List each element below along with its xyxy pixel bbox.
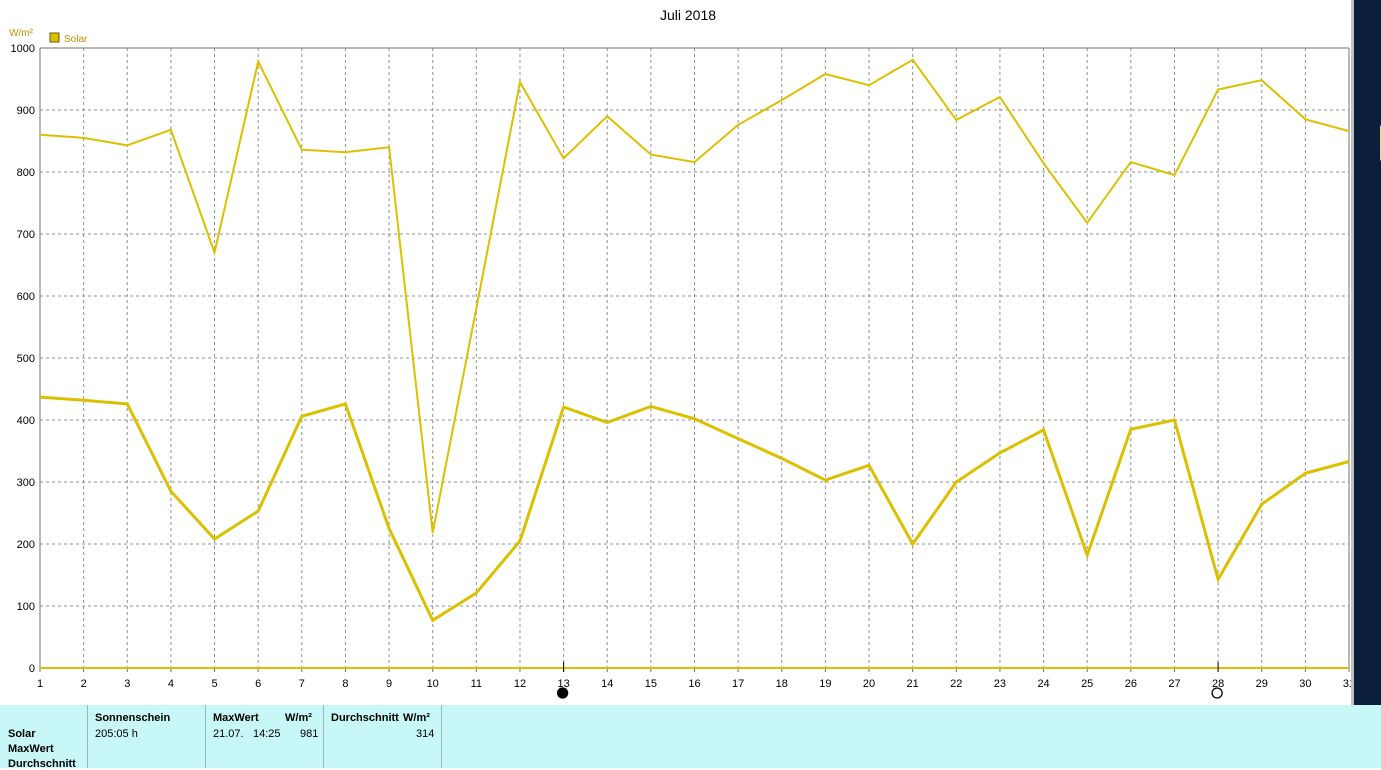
column-separator [205, 705, 206, 768]
header-maxwert-unit: W/m² [285, 712, 312, 724]
legend-label: Solar [64, 34, 88, 45]
x-tick-label: 15 [645, 678, 657, 690]
header-average: Durchschnitt [331, 712, 399, 724]
y-tick-label: 100 [17, 601, 35, 613]
series-line-average [39, 395, 1350, 623]
new-moon-icon [556, 687, 569, 699]
value-max-time: 14:25 [253, 728, 281, 740]
x-tick-label: 14 [601, 678, 613, 690]
value-max-date: 21.07. [213, 728, 244, 740]
x-tick-label: 28 [1212, 678, 1224, 690]
column-separator [87, 705, 88, 768]
x-tick-label: 11 [471, 678, 482, 690]
x-tick-label: 29 [1256, 678, 1268, 690]
y-tick-label: 1000 [11, 43, 35, 55]
full-moon-icon [1211, 687, 1223, 699]
y-tick-label: 300 [17, 477, 35, 489]
x-tick-label: 18 [776, 678, 788, 690]
legend-swatch [49, 32, 60, 43]
x-tick-label: 4 [168, 678, 174, 690]
x-tick-label: 5 [211, 678, 217, 690]
x-tick-label: 12 [514, 678, 526, 690]
moon-markers [556, 662, 1223, 699]
row-label-maxwert: MaxWert [8, 743, 54, 755]
chart-title: Juli 2018 [660, 7, 716, 23]
x-tick-label: 2 [81, 678, 87, 690]
y-tick-label: 500 [17, 353, 35, 365]
x-tick-label: 3 [124, 678, 130, 690]
x-tick-label: 16 [688, 678, 700, 690]
y-tick-label: 200 [17, 539, 35, 551]
grid [40, 47, 1349, 668]
row-label-durchschnitt: Durchschnitt [8, 758, 76, 770]
x-tick-label: 9 [386, 678, 392, 690]
series [39, 58, 1350, 623]
x-tick-label: 6 [255, 678, 261, 690]
x-tick-label: 10 [427, 678, 439, 690]
value-average: 314 [416, 728, 435, 740]
y-axis-unit: W/m² [9, 28, 34, 39]
x-tick-label: 8 [342, 678, 348, 690]
y-tick-label: 800 [17, 167, 35, 179]
column-separator [441, 705, 442, 768]
summary-panel: Solar MaxWert Durchschnitt Sonnenschein … [0, 705, 1381, 770]
y-tick-label: 900 [17, 105, 35, 117]
series-line-max [39, 58, 1350, 533]
header-maxwert: MaxWert [213, 712, 259, 724]
x-tick-label: 13 [557, 678, 569, 690]
column-separator [323, 705, 324, 768]
header-average-unit: W/m² [403, 712, 430, 724]
x-tick-label: 24 [1037, 678, 1049, 690]
header-sunshine: Sonnenschein [95, 712, 171, 724]
y-tick-label: 700 [17, 229, 35, 241]
value-max-value: 981 [300, 728, 319, 740]
y-tick-label: 0 [29, 663, 35, 675]
y-tick-label: 600 [17, 291, 35, 303]
x-tick-label: 17 [732, 678, 744, 690]
x-tick-label: 21 [907, 678, 919, 690]
x-tick-label: 7 [299, 678, 305, 690]
row-label-solar: Solar [8, 728, 36, 740]
x-tick-label: 25 [1081, 678, 1093, 690]
x-tick-label: 19 [819, 678, 831, 690]
x-tick-label: 1 [37, 678, 43, 690]
y-tick-label: 400 [17, 415, 35, 427]
right-edge-window-fragment [1351, 0, 1381, 705]
x-tick-label: 26 [1125, 678, 1137, 690]
x-tick-label: 30 [1299, 678, 1311, 690]
solar-chart: Juli 2018 W/m² Solar 0 100 200 300 400 500 600… [9, 7, 1351, 699]
x-tick-label: 27 [1168, 678, 1180, 690]
x-tick-label: 23 [994, 678, 1006, 690]
x-tick-label: 20 [863, 678, 875, 690]
value-sunshine: 205:05 h [95, 728, 138, 740]
x-tick-label: 22 [950, 678, 962, 690]
x-tick-label: 31 [1343, 678, 1351, 690]
